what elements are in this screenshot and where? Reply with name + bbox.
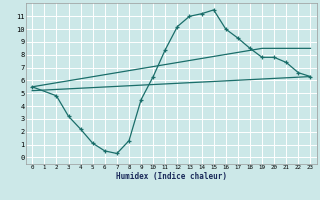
X-axis label: Humidex (Indice chaleur): Humidex (Indice chaleur) (116, 172, 227, 181)
